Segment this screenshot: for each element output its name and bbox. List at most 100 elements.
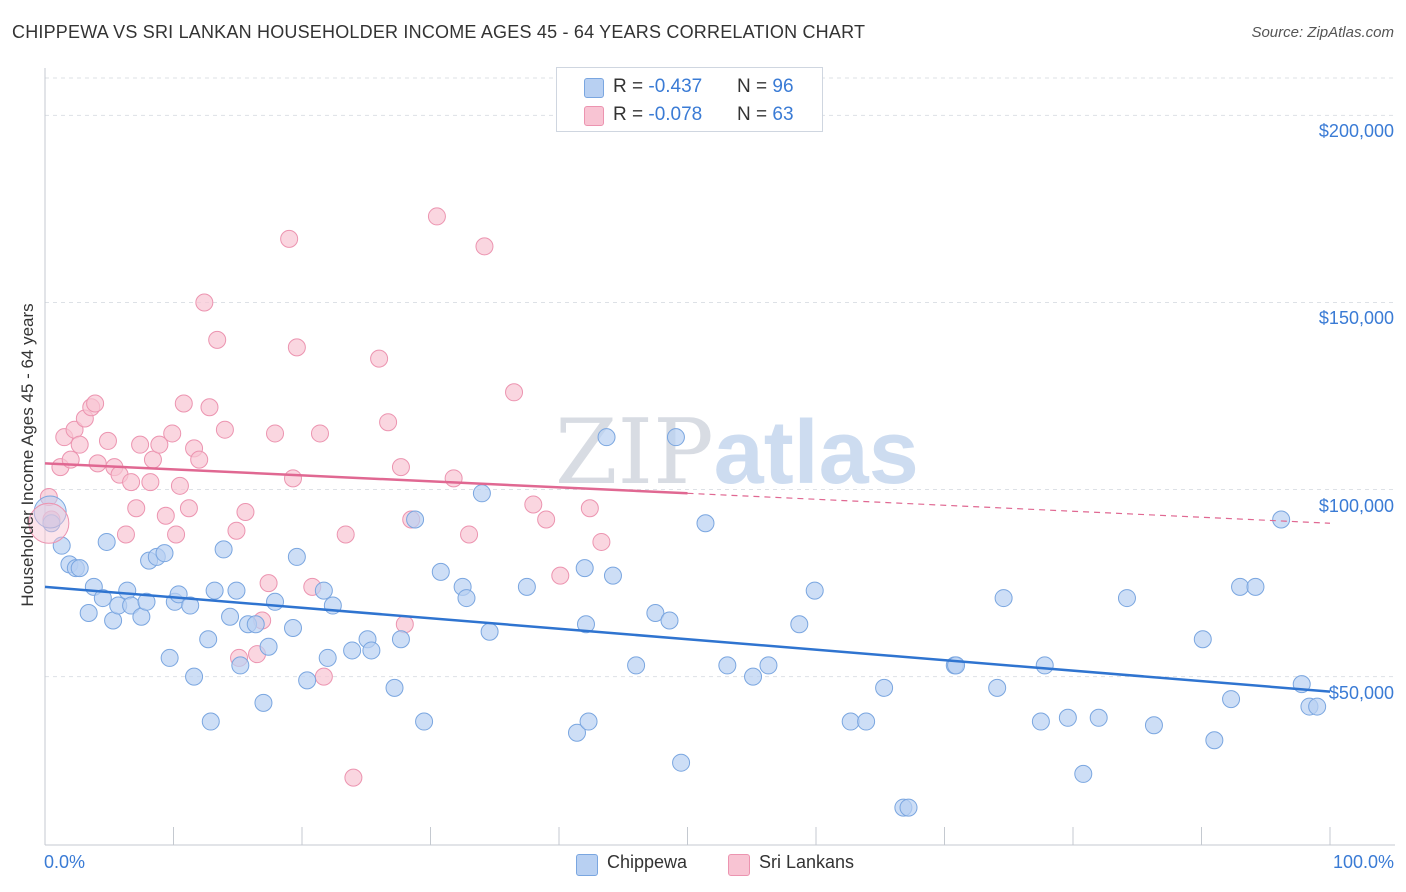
legend-srilankans-label: Sri Lankans — [759, 852, 855, 872]
chippewa-point — [214, 540, 233, 559]
chippewa-point — [857, 712, 876, 731]
chippewa-point — [181, 596, 200, 615]
legend-row-srilankans: R = -0.078 N = 63 — [557, 102, 822, 130]
chippewa-point — [201, 712, 220, 731]
chippewa-point — [567, 723, 586, 742]
srilankan-point — [170, 476, 189, 495]
srilankan-point — [580, 499, 599, 518]
series-legend: Chippewa Sri Lankans — [0, 852, 1406, 878]
chippewa-point — [575, 559, 594, 578]
srilankan-point — [88, 454, 107, 473]
chippewa-point — [480, 622, 499, 641]
chippewa-point — [343, 641, 362, 660]
chippewa-point — [160, 648, 179, 667]
chippewa-point — [1058, 708, 1077, 727]
srilankan-point — [215, 420, 234, 439]
chippewa-point — [696, 514, 715, 533]
srilankan-point — [150, 435, 169, 454]
srilankan-point — [379, 413, 398, 432]
srilankans-n-label: N = — [737, 104, 773, 125]
chippewa-point — [406, 510, 425, 529]
srilankan-point — [370, 349, 389, 368]
srilankan-point — [460, 525, 479, 544]
chippewa-point — [266, 592, 285, 611]
correlation-legend: R = -0.437 N = 96 R = -0.078 N = 63 — [556, 67, 823, 132]
chippewa-trend-line — [44, 585, 1331, 693]
x-tick-label-min: 0.0% — [44, 852, 86, 872]
srilankans-n-value: 63 — [772, 104, 794, 125]
srilankan-point — [70, 435, 89, 454]
srilankans-r: R = -0.078 — [613, 104, 702, 126]
srilankan-point — [266, 424, 285, 443]
chippewa-point — [1089, 708, 1108, 727]
srilankan-point — [28, 502, 70, 544]
chippewa-n: N = 96 — [737, 76, 794, 98]
chippewa-point — [137, 592, 156, 611]
chippewa-r-value: -0.437 — [648, 76, 703, 97]
srilankan-point — [310, 424, 329, 443]
legend-srilankans-swatch — [728, 854, 750, 876]
chippewa-point — [627, 656, 646, 675]
srilankan-point — [236, 503, 255, 522]
chippewa-point — [314, 581, 333, 600]
srilankan-point — [287, 338, 306, 357]
srilankan-point — [427, 207, 446, 226]
srilankan-point — [141, 473, 160, 492]
watermark-atlas: atlas — [713, 403, 919, 503]
source-label: Source: ZipAtlas.com — [1251, 24, 1394, 41]
chippewa-point — [205, 581, 224, 600]
chippewa-point — [841, 712, 860, 731]
chippewa-point — [1272, 510, 1291, 529]
chippewa-point — [199, 630, 218, 649]
chippewa-point — [391, 630, 410, 649]
chippewa-point — [672, 753, 691, 772]
srilankan-point — [444, 469, 463, 488]
srilankan-point — [344, 768, 363, 787]
chippewa-point — [1035, 656, 1054, 675]
chippewa-point — [1222, 690, 1241, 709]
chippewa-point — [284, 618, 303, 637]
chippewa-point — [79, 604, 98, 623]
chippewa-point — [362, 641, 381, 660]
chippewa-point — [1193, 630, 1212, 649]
chippewa-swatch — [584, 78, 604, 98]
srilankan-trend-line — [44, 462, 688, 495]
srilankan-point — [98, 431, 117, 450]
chippewa-point — [254, 693, 273, 712]
y-tick-label: $50,000 — [1328, 682, 1394, 703]
chippewa-point — [298, 671, 317, 690]
srilankan-point — [524, 495, 543, 514]
srilankans-swatch — [584, 106, 604, 126]
srilankan-point — [195, 293, 214, 312]
y-tick-label: $200,000 — [1318, 121, 1394, 142]
srilankan-point — [116, 525, 135, 544]
y-tick-label: $150,000 — [1318, 308, 1394, 329]
srilankan-point — [208, 330, 227, 349]
chippewa-point — [415, 712, 434, 731]
chippewa-point — [132, 607, 151, 626]
chippewa-point — [104, 611, 123, 630]
srilankan-point — [227, 521, 246, 540]
chippewa-n-value: 96 — [772, 76, 794, 97]
chippewa-n-label: N = — [737, 76, 773, 97]
legend-chippewa-label: Chippewa — [607, 852, 688, 872]
srilankan-point — [592, 532, 611, 551]
chippewa-point — [576, 615, 595, 634]
legend-row-chippewa: R = -0.437 N = 96 — [557, 74, 822, 102]
srilankan-point — [395, 615, 414, 634]
chippewa-point — [287, 547, 306, 566]
chippewa-point — [231, 656, 250, 675]
chippewa-point — [875, 678, 894, 697]
chippewa-point — [718, 656, 737, 675]
chippewa-point — [646, 604, 665, 623]
chippewa-point — [1205, 731, 1224, 750]
chippewa-point — [1231, 577, 1250, 596]
srilankan-point — [336, 525, 355, 544]
y-tick-label: $100,000 — [1318, 495, 1394, 516]
srilankan-point — [537, 510, 556, 529]
srilankan-point — [131, 435, 150, 454]
chippewa-r-label: R = — [613, 76, 649, 97]
chippewa-point — [1074, 764, 1093, 783]
srilankans-r-value: -0.078 — [648, 104, 703, 125]
